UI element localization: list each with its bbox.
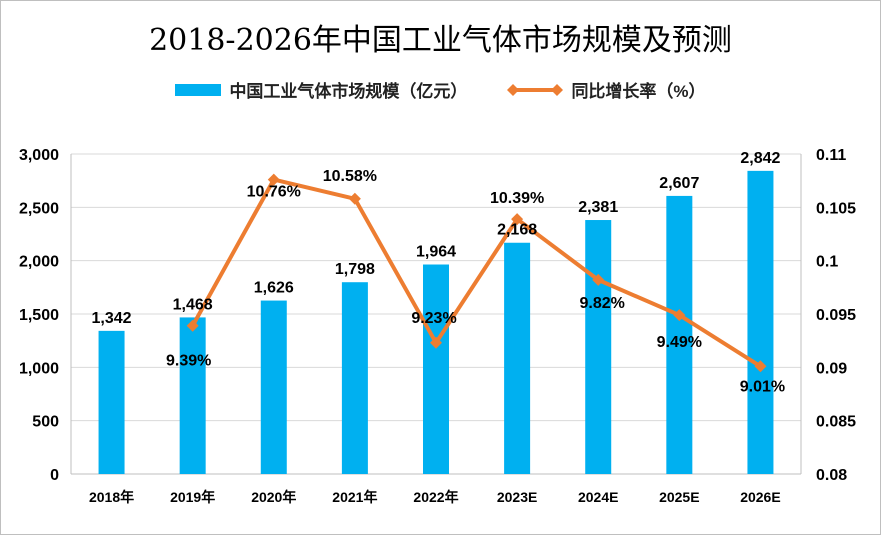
line-marker: [430, 336, 442, 349]
bar: [260, 300, 287, 474]
bar: [666, 195, 693, 475]
line-data-label: 10.58%: [323, 168, 377, 185]
line-data-label: 10.76%: [247, 184, 301, 201]
x-tick-label: 2024E: [578, 489, 618, 505]
y-right-tick-label: 0.11: [816, 147, 846, 164]
y-left-tick-label: 500: [32, 414, 59, 431]
legend: 中国工业气体市场规模（亿元） 同比增长率（%）: [1, 77, 880, 102]
bar: [341, 282, 368, 474]
line-marker: [267, 173, 280, 186]
bar-data-label: 2,168: [497, 222, 537, 239]
bar: [747, 170, 774, 474]
x-tick-label: 2018年: [89, 489, 134, 505]
line-data-label: 9.23%: [411, 310, 456, 327]
bar-data-label: 1,342: [92, 310, 132, 327]
y-right-tick-label: 0.08: [816, 467, 847, 484]
bar-data-label: 1,798: [335, 261, 375, 278]
y-right-tick-label: 0.085: [816, 414, 856, 431]
line-marker: [673, 309, 686, 322]
line-data-label: 9.39%: [166, 353, 211, 370]
bar: [98, 330, 125, 474]
x-tick-label: 2021年: [332, 489, 377, 505]
x-tick-label: 2022年: [413, 489, 458, 505]
legend-item-bar: 中国工业气体市场规模（亿元）: [175, 77, 467, 102]
line-marker: [511, 213, 524, 226]
y-left-tick-label: 1,500: [19, 307, 59, 324]
x-tick-label: 2020年: [251, 489, 296, 505]
line-data-label: 10.39%: [490, 190, 544, 207]
x-tick-label: 2025E: [659, 489, 699, 505]
bar: [585, 220, 612, 474]
line-data-label: 9.82%: [580, 295, 625, 312]
y-left-tick-label: 1,000: [19, 360, 59, 377]
y-left-tick-label: 3,000: [19, 147, 59, 164]
bar-data-label: 2,381: [578, 199, 618, 216]
bar-data-label: 2,842: [740, 150, 780, 167]
y-left-tick-label: 2,500: [19, 200, 59, 217]
line-data-label: 9.49%: [657, 334, 702, 351]
bar: [423, 264, 449, 474]
legend-line-swatch: [507, 83, 564, 96]
y-left-tick-label: 0: [50, 467, 59, 484]
y-left-tick-label: 2,000: [19, 254, 59, 271]
y-right-tick-label: 0.09: [816, 360, 847, 377]
legend-label-line: 同比增长率（%）: [571, 82, 706, 101]
bar-data-label: 1,964: [416, 244, 456, 261]
growth-line: [190, 177, 762, 368]
bar-data-label: 1,468: [173, 296, 213, 313]
line-marker: [754, 360, 767, 373]
line-marker: [348, 192, 361, 205]
line-marker: [592, 273, 605, 286]
line-data-label: 9.01%: [740, 378, 785, 395]
y-right-tick-label: 0.095: [816, 307, 856, 324]
legend-label-bar: 中国工业气体市场规模（亿元）: [229, 82, 468, 101]
legend-bar-swatch: [175, 83, 222, 96]
line-marker: [186, 319, 199, 332]
legend-item-line: 同比增长率（%）: [507, 77, 706, 102]
y-right-tick-label: 0.105: [816, 200, 856, 217]
y-right-tick-label: 0.1: [816, 254, 838, 271]
chart-title: 2018-2026年中国工业气体市场规模及预测: [149, 23, 732, 58]
bar: [179, 317, 206, 474]
bar-data-label: 1,626: [254, 280, 294, 297]
bar-data-label: 2,607: [659, 175, 699, 192]
x-tick-label: 2023E: [497, 489, 537, 505]
x-tick-label: 2026E: [740, 489, 780, 505]
x-tick-label: 2019年: [170, 489, 215, 505]
bar: [504, 242, 531, 474]
